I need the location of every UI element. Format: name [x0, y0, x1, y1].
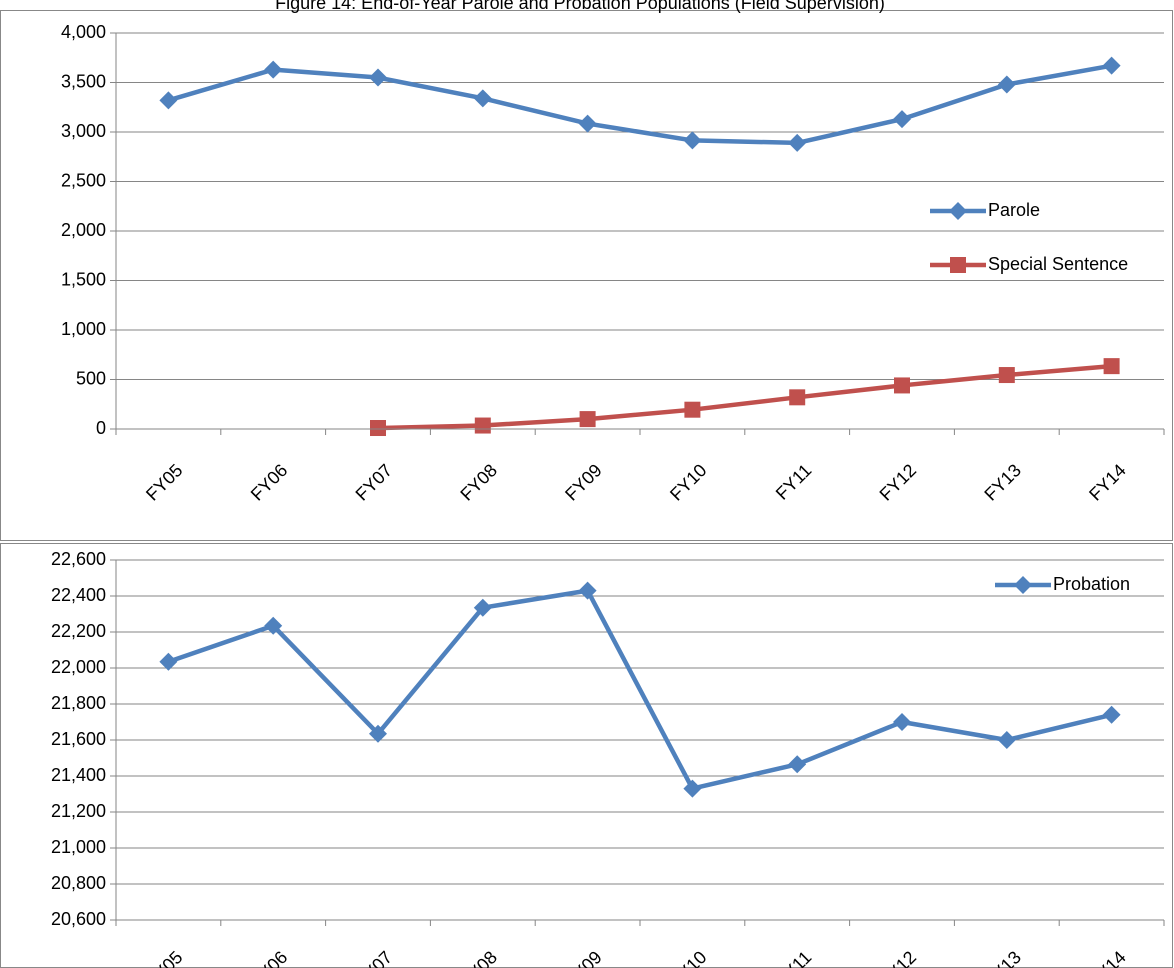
- point-marker: [788, 755, 807, 774]
- point-marker: [684, 401, 701, 418]
- point-marker: [997, 731, 1016, 749]
- y-tick-label: 4,000: [61, 22, 106, 42]
- point-marker: [1102, 705, 1121, 724]
- y-tick-label: 1,000: [61, 319, 106, 339]
- legend-label: Probation: [1053, 574, 1130, 594]
- point-marker: [788, 133, 807, 152]
- point-marker: [369, 68, 387, 87]
- y-tick-label: 500: [76, 368, 106, 388]
- y-tick-label: 0: [96, 418, 106, 438]
- point-marker: [949, 202, 967, 220]
- point-marker: [789, 389, 806, 406]
- y-tick-label: 21,800: [51, 693, 106, 713]
- point-marker: [578, 114, 597, 133]
- y-tick-label: 21,400: [51, 765, 106, 785]
- point-marker: [997, 75, 1016, 94]
- point-marker: [1103, 358, 1120, 375]
- series-line: [167, 588, 1113, 791]
- panel-frame: [0, 543, 1173, 968]
- y-tick-label: 3,500: [61, 71, 106, 91]
- point-marker: [893, 713, 911, 731]
- point-marker: [474, 417, 491, 434]
- y-tick-label: 22,200: [51, 621, 106, 641]
- y-tick-label: 2,500: [61, 170, 106, 190]
- point-marker: [473, 89, 492, 108]
- series-line: [377, 363, 1112, 431]
- point-marker: [369, 724, 387, 743]
- legend-label: Special Sentence: [988, 254, 1128, 274]
- point-marker: [159, 652, 178, 671]
- point-marker: [370, 420, 386, 437]
- point-marker: [159, 91, 178, 110]
- legend-label: Parole: [988, 200, 1040, 220]
- point-marker: [1102, 56, 1121, 75]
- panel-frame: [0, 10, 1173, 541]
- y-tick-label: 21,600: [51, 729, 106, 749]
- point-marker: [998, 367, 1015, 384]
- y-tick-label: 21,200: [51, 801, 106, 821]
- y-tick-label: 20,600: [51, 909, 106, 929]
- y-tick-label: 2,000: [61, 220, 106, 240]
- point-marker: [1014, 576, 1032, 594]
- y-tick-label: 22,000: [51, 657, 106, 677]
- point-marker: [894, 377, 910, 394]
- point-marker: [264, 60, 283, 79]
- chart-title: Figure 14: End-of-Year Parole and Probat…: [275, 0, 885, 13]
- y-tick-label: 3,000: [61, 121, 106, 141]
- y-tick-label: 22,400: [51, 585, 106, 605]
- y-tick-label: 1,500: [61, 269, 106, 289]
- point-marker: [578, 581, 597, 600]
- point-marker: [264, 616, 283, 635]
- point-marker: [579, 411, 596, 428]
- y-tick-label: 20,800: [51, 873, 106, 893]
- point-marker: [473, 598, 492, 617]
- point-marker: [950, 257, 966, 273]
- point-marker: [683, 779, 702, 798]
- point-marker: [893, 110, 911, 129]
- series-line: [167, 63, 1112, 146]
- y-tick-label: 22,600: [51, 549, 106, 569]
- point-marker: [683, 131, 702, 150]
- y-tick-label: 21,000: [51, 837, 106, 857]
